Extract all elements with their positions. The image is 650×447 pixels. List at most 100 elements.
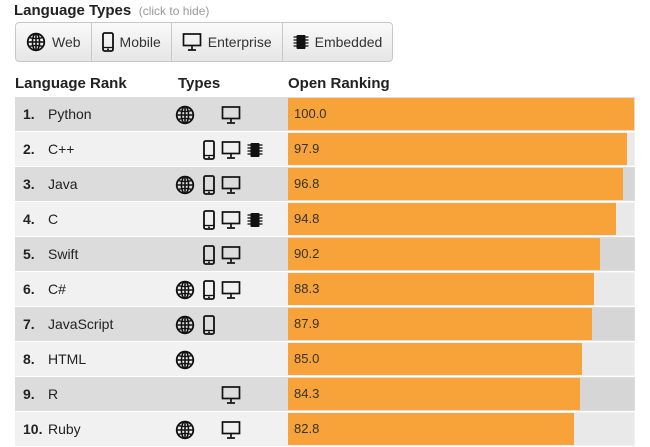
- score-bar: 94.8: [288, 203, 616, 235]
- column-header-types: Types: [178, 75, 221, 92]
- score-value: 82.8: [294, 421, 320, 436]
- globe-icon: [26, 32, 46, 52]
- desktop-icon: [221, 175, 241, 195]
- ranking-row[interactable]: 6. C# 88.3: [15, 272, 635, 307]
- score-value: 87.9: [294, 316, 320, 331]
- mobile-icon: [203, 140, 215, 160]
- score-bar: 84.3: [288, 378, 580, 410]
- score-bar-track: 88.3: [288, 273, 634, 305]
- score-bar-track: 84.3: [288, 378, 634, 410]
- score-bar: 100.0: [288, 98, 634, 130]
- language-name[interactable]: R: [48, 386, 59, 402]
- globe-icon: [175, 105, 195, 125]
- score-value: 88.3: [294, 281, 320, 296]
- score-bar-track: 100.0: [288, 98, 634, 130]
- rank-number: 10.: [23, 421, 43, 437]
- rank-number: 7.: [23, 316, 35, 332]
- score-bar: 96.8: [288, 168, 623, 200]
- desktop-icon: [221, 105, 241, 125]
- filter-label: Mobile: [119, 34, 161, 50]
- chip-icon: [293, 32, 309, 52]
- score-bar-track: 90.2: [288, 238, 634, 270]
- desktop-icon: [221, 210, 241, 230]
- score-bar-track: 97.9: [288, 133, 634, 165]
- desktop-icon: [221, 420, 241, 440]
- language-name[interactable]: HTML: [48, 351, 87, 367]
- language-name[interactable]: C: [48, 211, 59, 227]
- globe-icon: [175, 175, 195, 195]
- ranking-row[interactable]: 2. C++ 97.9: [15, 132, 635, 167]
- filter-label: Web: [52, 34, 81, 50]
- score-value: 97.9: [294, 141, 320, 156]
- language-name[interactable]: C++: [48, 141, 75, 157]
- mobile-icon: [203, 175, 215, 195]
- score-bar: 82.8: [288, 413, 574, 445]
- rank-number: 4.: [23, 211, 35, 227]
- filter-button-embedded[interactable]: Embedded: [283, 23, 393, 61]
- score-value: 90.2: [294, 246, 320, 261]
- globe-icon: [175, 350, 195, 370]
- mobile-icon: [203, 245, 215, 265]
- language-name[interactable]: JavaScript: [48, 316, 114, 332]
- language-types-header: Language Types (click to hide): [14, 1, 209, 21]
- ranking-row[interactable]: 3. Java 96.8: [15, 167, 635, 202]
- mobile-icon: [203, 210, 215, 230]
- score-bar-track: 94.8: [288, 203, 634, 235]
- ranking-row[interactable]: 8. HTML 85.0: [15, 342, 635, 377]
- score-bar: 90.2: [288, 238, 600, 270]
- ranking-row[interactable]: 7. JavaScript 87.9: [15, 307, 635, 342]
- type-filter-bar: Web Mobile Enterprise Embedded: [15, 22, 394, 62]
- filter-button-mobile[interactable]: Mobile: [92, 23, 172, 61]
- ranking-row[interactable]: 9. R 84.3: [15, 377, 635, 412]
- column-header-language-rank[interactable]: Language Rank: [15, 75, 127, 92]
- rank-number: 9.: [23, 386, 35, 402]
- rank-number: 1.: [23, 106, 35, 122]
- column-header-open-ranking[interactable]: Open Ranking: [288, 75, 390, 92]
- ranking-row[interactable]: 5. Swift 90.2: [15, 237, 635, 272]
- score-value: 94.8: [294, 211, 320, 226]
- filter-label: Embedded: [314, 34, 383, 50]
- ranking-row[interactable]: 10. Ruby 82.8: [15, 412, 635, 447]
- hide-toggle-link[interactable]: (click to hide): [138, 4, 210, 18]
- desktop-icon: [221, 385, 241, 405]
- globe-icon: [175, 280, 195, 300]
- language-name[interactable]: Python: [48, 106, 92, 122]
- score-bar-track: 87.9: [288, 308, 634, 340]
- language-types-title: Language Types: [14, 2, 132, 19]
- chip-icon: [247, 210, 263, 230]
- desktop-icon: [221, 245, 241, 265]
- score-bar: 88.3: [288, 273, 594, 305]
- score-bar-track: 85.0: [288, 343, 634, 375]
- score-bar-track: 96.8: [288, 168, 634, 200]
- desktop-icon: [221, 280, 241, 300]
- score-value: 100.0: [294, 106, 327, 121]
- rank-number: 2.: [23, 141, 35, 157]
- ranking-table: 1. Python 100.0 2. C++ 97.9 3. Java 96.8 4. C 94.8 5…: [15, 97, 635, 447]
- mobile-icon: [101, 32, 114, 52]
- language-name[interactable]: Java: [48, 176, 78, 192]
- filter-button-enterprise[interactable]: Enterprise: [172, 23, 283, 61]
- rank-number: 8.: [23, 351, 35, 367]
- globe-icon: [175, 420, 195, 440]
- language-name[interactable]: C#: [48, 281, 66, 297]
- filter-button-web[interactable]: Web: [16, 23, 92, 61]
- chip-icon: [247, 140, 263, 160]
- score-bar: 85.0: [288, 343, 582, 375]
- rank-number: 5.: [23, 246, 35, 262]
- mobile-icon: [203, 280, 215, 300]
- score-bar: 87.9: [288, 308, 592, 340]
- rank-number: 3.: [23, 176, 35, 192]
- desktop-icon: [182, 32, 202, 52]
- language-name[interactable]: Swift: [48, 246, 79, 262]
- mobile-icon: [203, 315, 215, 335]
- ranking-row[interactable]: 1. Python 100.0: [15, 97, 635, 132]
- score-bar: 97.9: [288, 133, 627, 165]
- language-name[interactable]: Ruby: [48, 421, 81, 437]
- score-value: 84.3: [294, 386, 320, 401]
- score-bar-track: 82.8: [288, 413, 634, 445]
- filter-label: Enterprise: [207, 34, 272, 50]
- ranking-row[interactable]: 4. C 94.8: [15, 202, 635, 237]
- desktop-icon: [221, 140, 241, 160]
- rank-number: 6.: [23, 281, 35, 297]
- score-value: 85.0: [294, 351, 320, 366]
